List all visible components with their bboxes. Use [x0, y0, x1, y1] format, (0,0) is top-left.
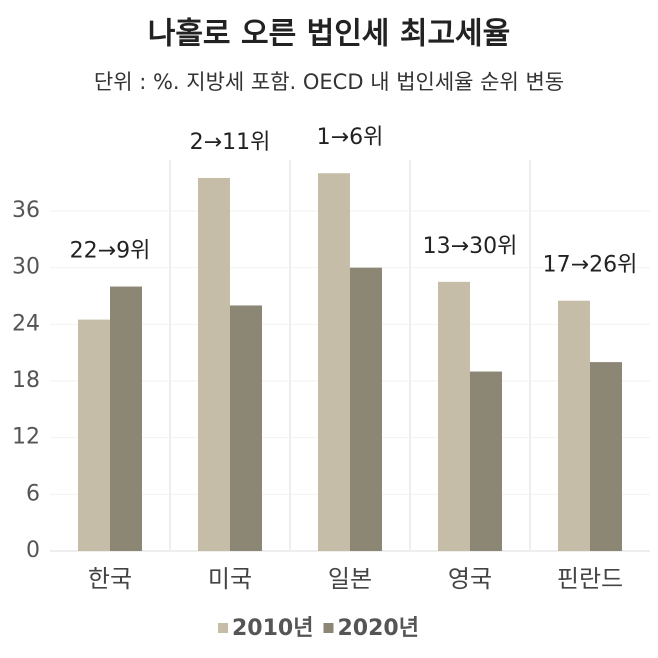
x-tick-label: 영국 — [448, 565, 492, 593]
bar — [78, 319, 110, 551]
bar — [558, 300, 590, 551]
bar — [230, 305, 262, 551]
legend-label: 2010년 — [232, 616, 313, 641]
annotation: 2→11위 — [190, 130, 271, 155]
bar — [350, 267, 382, 551]
bar — [198, 177, 230, 551]
y-tick-label: 18 — [12, 368, 40, 393]
x-tick-label: 한국 — [88, 565, 132, 593]
chart-subtitle: 단위 : %. 지방세 포함. OECD 내 법인세율 순위 변동 — [94, 70, 564, 94]
y-tick-label: 0 — [26, 538, 40, 563]
annotation: 13→30위 — [423, 234, 518, 259]
legend-swatch — [323, 623, 334, 633]
x-tick-label: 일본 — [328, 565, 372, 593]
bar — [470, 371, 502, 551]
y-tick-label: 36 — [12, 198, 40, 223]
bar — [110, 286, 142, 551]
x-tick-label: 핀란드 — [557, 565, 623, 593]
legend-label: 2020년 — [337, 616, 418, 641]
y-tick-label: 6 — [26, 481, 40, 506]
bar — [590, 362, 622, 551]
annotation: 22→9위 — [70, 239, 151, 264]
x-tick-label: 미국 — [208, 565, 252, 593]
legend-swatch — [218, 623, 228, 633]
annotation: 17→26위 — [543, 253, 638, 278]
y-tick-label: 12 — [12, 425, 40, 450]
chart-title: 나홀로 오른 법인세 최고세율 — [148, 17, 511, 52]
y-tick-label: 30 — [12, 255, 40, 280]
annotation: 1→6위 — [317, 125, 384, 150]
bar — [438, 281, 470, 551]
bar — [318, 173, 350, 551]
y-tick-label: 24 — [12, 311, 40, 336]
